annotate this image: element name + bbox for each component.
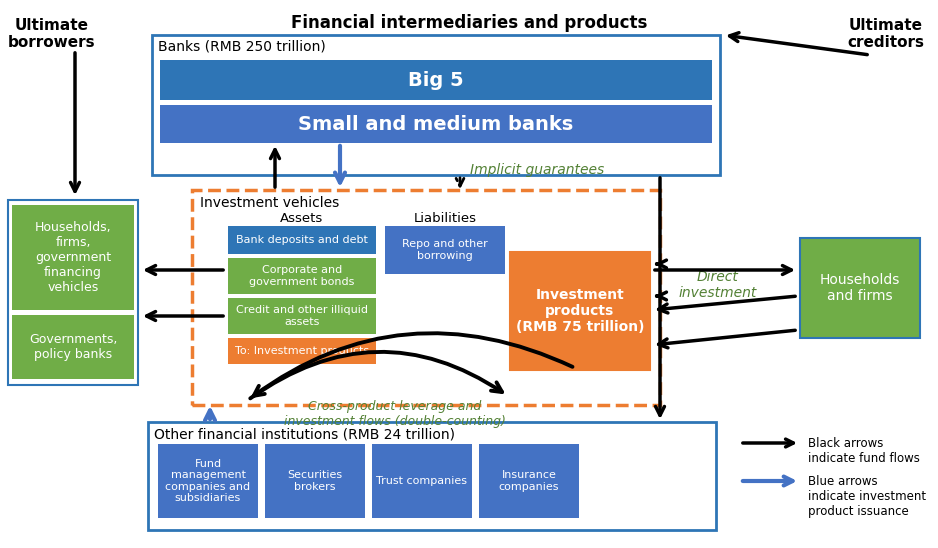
FancyBboxPatch shape bbox=[12, 205, 134, 310]
FancyBboxPatch shape bbox=[228, 226, 376, 254]
FancyArrowPatch shape bbox=[658, 296, 795, 313]
Text: Direct
investment: Direct investment bbox=[679, 270, 757, 300]
Text: Securities
brokers: Securities brokers bbox=[287, 470, 342, 492]
FancyBboxPatch shape bbox=[228, 258, 376, 294]
FancyBboxPatch shape bbox=[510, 252, 650, 370]
FancyArrowPatch shape bbox=[146, 312, 223, 321]
FancyBboxPatch shape bbox=[372, 444, 472, 518]
FancyArrowPatch shape bbox=[335, 146, 345, 182]
Text: Credit and other illiquid
assets: Credit and other illiquid assets bbox=[236, 305, 368, 327]
FancyBboxPatch shape bbox=[12, 315, 134, 379]
FancyBboxPatch shape bbox=[192, 190, 660, 405]
FancyBboxPatch shape bbox=[160, 105, 712, 143]
FancyArrowPatch shape bbox=[658, 330, 795, 348]
FancyArrowPatch shape bbox=[743, 439, 794, 447]
FancyArrowPatch shape bbox=[254, 333, 572, 396]
Text: Corporate and
government bonds: Corporate and government bonds bbox=[250, 265, 355, 287]
FancyArrowPatch shape bbox=[456, 178, 464, 186]
Text: Assets: Assets bbox=[280, 212, 324, 225]
Text: Households,
firms,
government
financing
vehicles: Households, firms, government financing … bbox=[35, 221, 112, 294]
FancyArrowPatch shape bbox=[743, 477, 793, 486]
FancyArrowPatch shape bbox=[657, 260, 666, 268]
FancyArrowPatch shape bbox=[655, 266, 792, 275]
Text: Banks (RMB 250 trillion): Banks (RMB 250 trillion) bbox=[158, 40, 325, 54]
FancyArrowPatch shape bbox=[657, 292, 666, 300]
FancyBboxPatch shape bbox=[158, 444, 258, 518]
Text: Cross-product leverage and
investment flows (double-counting): Cross-product leverage and investment fl… bbox=[284, 400, 506, 428]
Text: Blue arrows
indicate investment
product issuance: Blue arrows indicate investment product … bbox=[808, 475, 926, 518]
Text: Liabilities: Liabilities bbox=[414, 212, 477, 225]
Text: Financial intermediaries and products: Financial intermediaries and products bbox=[291, 14, 647, 32]
Text: Ultimate
borrowers: Ultimate borrowers bbox=[8, 18, 96, 50]
Text: Governments,
policy banks: Governments, policy banks bbox=[29, 333, 117, 361]
FancyArrowPatch shape bbox=[250, 352, 502, 398]
FancyBboxPatch shape bbox=[8, 200, 138, 385]
Text: Trust companies: Trust companies bbox=[376, 476, 467, 486]
Text: Bank deposits and debt: Bank deposits and debt bbox=[236, 235, 368, 245]
Text: Implicit guarantees: Implicit guarantees bbox=[470, 163, 604, 177]
Text: Small and medium banks: Small and medium banks bbox=[298, 115, 574, 134]
FancyArrowPatch shape bbox=[146, 266, 223, 275]
FancyArrowPatch shape bbox=[270, 150, 280, 187]
FancyBboxPatch shape bbox=[800, 238, 920, 338]
FancyBboxPatch shape bbox=[265, 444, 365, 518]
FancyBboxPatch shape bbox=[228, 338, 376, 364]
Text: Investment vehicles: Investment vehicles bbox=[200, 196, 340, 210]
Text: Insurance
companies: Insurance companies bbox=[499, 470, 559, 492]
FancyBboxPatch shape bbox=[160, 60, 712, 100]
FancyBboxPatch shape bbox=[152, 35, 720, 175]
FancyArrowPatch shape bbox=[730, 33, 868, 55]
FancyBboxPatch shape bbox=[385, 226, 505, 274]
FancyBboxPatch shape bbox=[479, 444, 579, 518]
FancyBboxPatch shape bbox=[148, 422, 716, 530]
Text: Fund
management
companies and
subsidiaries: Fund management companies and subsidiari… bbox=[165, 459, 250, 504]
Text: Households
and firms: Households and firms bbox=[820, 273, 900, 303]
FancyArrowPatch shape bbox=[70, 53, 80, 191]
Text: To: Investment products: To: Investment products bbox=[234, 346, 369, 356]
Text: Ultimate
creditors: Ultimate creditors bbox=[848, 18, 925, 50]
Text: Big 5: Big 5 bbox=[408, 71, 463, 89]
FancyArrowPatch shape bbox=[656, 178, 664, 415]
Text: Black arrows
indicate fund flows: Black arrows indicate fund flows bbox=[808, 437, 920, 465]
FancyBboxPatch shape bbox=[228, 298, 376, 334]
Text: Investment
products
(RMB 75 trillion): Investment products (RMB 75 trillion) bbox=[516, 288, 644, 334]
Text: Other financial institutions (RMB 24 trillion): Other financial institutions (RMB 24 tri… bbox=[154, 427, 455, 441]
Text: Repo and other
borrowing: Repo and other borrowing bbox=[402, 239, 488, 261]
FancyArrowPatch shape bbox=[205, 410, 215, 420]
